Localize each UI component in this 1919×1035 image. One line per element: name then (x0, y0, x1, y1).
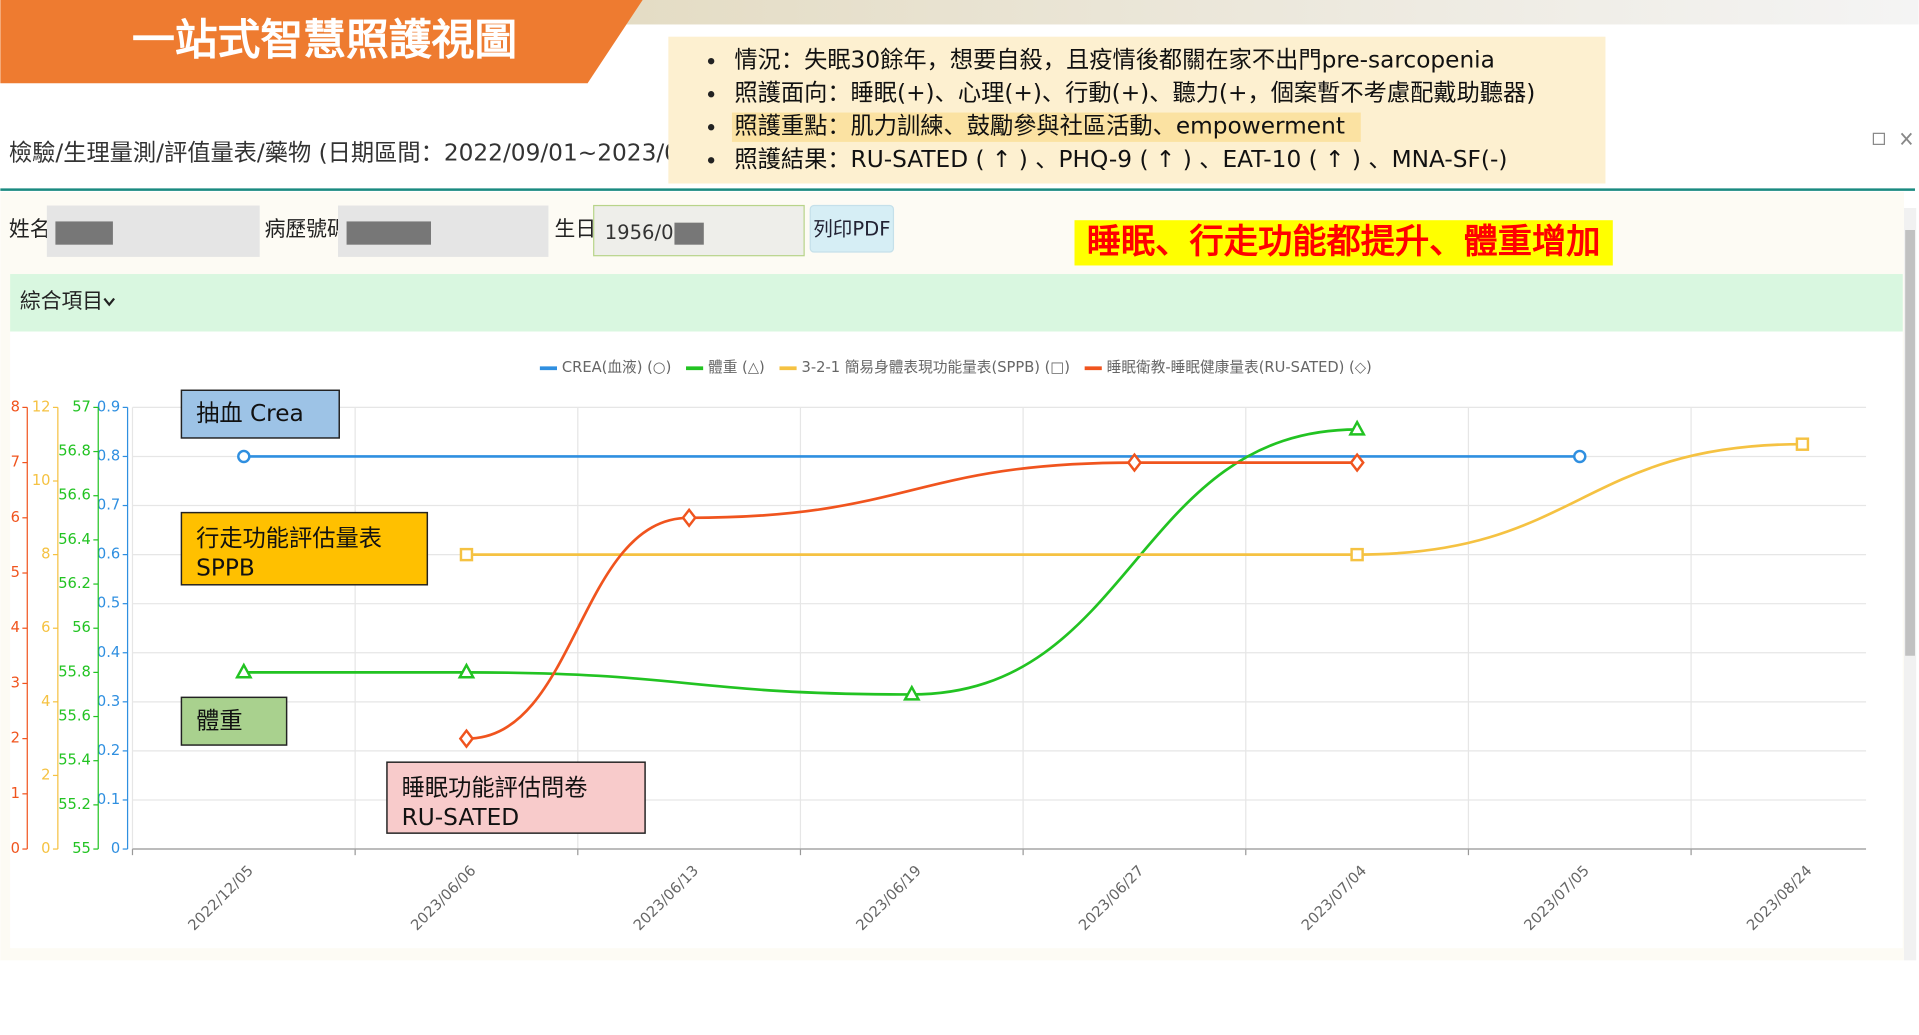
notes-box (668, 36, 1606, 184)
scrollbar-thumb[interactable] (1905, 230, 1915, 656)
dropdown-label[interactable]: 綜合項目 (20, 289, 103, 313)
y-tick-label: 2 (11, 730, 20, 747)
record-label: 病歷號碼 (265, 217, 348, 241)
subtitle: 檢驗/生理量測/評值量表/藥物 (日期區間：2022/09/01~2023/09… (9, 140, 740, 167)
y-tick-label: 0.6 (97, 546, 120, 563)
series-line (243, 428, 1358, 696)
y-tick-label: 0 (11, 840, 20, 857)
print-button-label[interactable]: 列印PDF (813, 218, 890, 241)
birth-value: 1956/09/ (605, 221, 693, 244)
note: 照護重點：肌力訓練、鼓勵參與社區活動、empowerment (734, 113, 1345, 140)
y-tick-label: 0 (41, 840, 50, 857)
y-tick-label: 7 (11, 454, 20, 471)
point (1349, 452, 1365, 473)
point (1795, 437, 1810, 451)
redaction (55, 221, 113, 245)
y-tick-label: 56 (72, 619, 91, 636)
y-tick-label: 0.8 (97, 447, 120, 464)
y-tick-label: 5 (11, 564, 20, 581)
bullet (707, 157, 715, 164)
name-label: 姓名 (9, 217, 51, 241)
legend-label: 睡眠衛教-睡眠健康量表(RU-SATED) (◇) (1107, 359, 1372, 376)
highlight-text: 睡眠、行走功能都提升、體重增加 (1087, 222, 1601, 262)
y-tick-label: 55.6 (58, 708, 91, 725)
y-tick-label: 8 (41, 546, 50, 563)
note-highlight (731, 112, 1361, 142)
top-bar (618, 0, 1919, 25)
series-line (466, 461, 1358, 740)
annotation-text: 行走功能評估量表 (196, 525, 382, 552)
y-tick-label: 4 (11, 619, 20, 636)
point (1573, 449, 1587, 464)
note: 情況：失眠30餘年，想要自殺，且疫情後都關在家不出門pre-sarcopenia (734, 47, 1494, 74)
y-tick-label: 56.2 (58, 575, 91, 592)
y-tick-label: 4 (41, 693, 50, 710)
y-tick-label: 0.2 (97, 742, 120, 759)
bullet (707, 124, 715, 131)
point (458, 728, 475, 749)
y-tick-label: 56.8 (58, 443, 91, 460)
annotation-text: 體重 (196, 707, 242, 734)
redaction (674, 222, 704, 245)
legend-label: CREA(血液) (○) (562, 359, 671, 376)
y-tick-label: 1 (11, 785, 20, 802)
page-title: 一站式智慧照護視圖 (132, 15, 517, 65)
dropdown-bar (10, 274, 1903, 332)
series-line (466, 442, 1803, 556)
y-tick-label: 0.3 (97, 693, 120, 710)
annotation-box (180, 389, 340, 439)
point (1350, 547, 1364, 562)
print-button[interactable] (809, 204, 895, 253)
note: 照護面向：睡眠(+)、心理(+)、行動(+)、聽力(+，個案暫不考慮配戴助聽器) (734, 80, 1535, 107)
legend-label: 體重 (△) (708, 359, 765, 376)
y-tick-label: 0.4 (97, 644, 120, 661)
point (237, 449, 251, 464)
y-tick-label: 56.6 (58, 487, 91, 504)
highlight-bg (1074, 220, 1613, 266)
point (902, 684, 921, 701)
annotation-box (386, 761, 646, 834)
y-tick-label: 0.7 (97, 497, 120, 514)
annotation-box (180, 511, 429, 586)
y-tick-label: 10 (32, 472, 51, 489)
y-tick-label: 55.4 (58, 752, 91, 769)
y-tick-label: 56.4 (58, 531, 91, 548)
annotation-text: 睡眠功能評估問卷 (402, 775, 588, 802)
y-tick-label: 0 (111, 840, 120, 857)
y-tick-label: 3 (11, 674, 20, 691)
y-tick-label: 0.9 (97, 398, 120, 415)
y-tick-label: 57 (72, 398, 91, 415)
y-tick-label: 0.1 (97, 791, 120, 808)
annotation-box (180, 696, 288, 746)
point (1126, 452, 1143, 473)
point (1348, 419, 1366, 436)
bullet (707, 57, 715, 65)
annotation-text: RU-SATED (402, 804, 520, 831)
y-tick-label: 2 (41, 766, 50, 783)
point (459, 547, 474, 562)
bullet (707, 91, 715, 98)
y-tick-label: 12 (32, 398, 51, 415)
point (681, 507, 697, 528)
point (457, 662, 476, 679)
y-tick-label: 55.2 (58, 796, 91, 813)
y-tick-label: 8 (11, 398, 20, 415)
y-tick-label: 55.8 (58, 663, 91, 680)
maximize-icon[interactable] (1872, 132, 1886, 145)
point (235, 662, 253, 679)
y-tick-label: 0.5 (97, 595, 120, 612)
title-banner (0, 0, 643, 84)
legend-label: 3-2-1 簡易身體表現功能量表(SPPB) (□) (801, 359, 1069, 376)
y-tick-label: 6 (41, 619, 50, 636)
close-icon[interactable] (1900, 132, 1912, 145)
y-tick-label: 55 (72, 840, 91, 857)
note: 照護結果：RU-SATED ( ↑ ) 、PHQ-9 ( ↑ ) 、EAT-10… (734, 146, 1507, 173)
dropdown-chevron[interactable] (103, 297, 115, 307)
annotation-text: 抽血 Crea (196, 400, 304, 427)
redaction (346, 221, 431, 245)
birth-label: 生日 (555, 217, 597, 241)
annotation-text: SPPB (196, 554, 255, 581)
y-tick-label: 6 (11, 509, 20, 526)
